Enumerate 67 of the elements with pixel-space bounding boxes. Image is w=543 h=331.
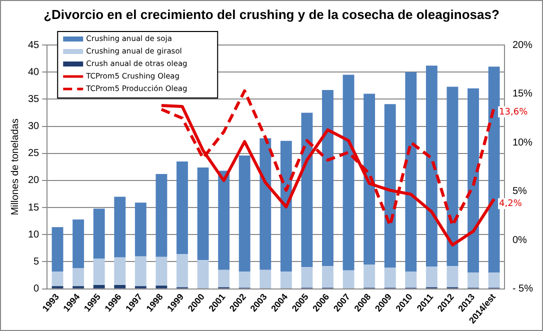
bar [280, 272, 292, 288]
bar [364, 264, 376, 288]
bar [322, 90, 334, 266]
bar [488, 66, 500, 273]
bar [322, 266, 334, 288]
data-label: 4,2% [499, 198, 522, 209]
y-tick-label: 0 [34, 284, 40, 295]
bar [238, 156, 250, 272]
bar [156, 174, 168, 257]
y-tick-label: 15 [28, 202, 40, 214]
bar [488, 272, 500, 288]
bar [93, 208, 105, 258]
y2-tick-label: 0% [512, 234, 527, 246]
y-tick-label: 35 [28, 94, 40, 105]
y-tick-label: 30 [28, 121, 40, 132]
bar [218, 170, 230, 270]
y2-tick-label: 5% [512, 186, 527, 198]
bar [426, 66, 438, 267]
data-label: 13,6% [499, 107, 528, 118]
y2-tick-label: - 5% [512, 284, 534, 295]
bar [260, 138, 272, 270]
bar [197, 260, 209, 288]
y-tick-label: 45 [28, 40, 40, 51]
bar [156, 286, 168, 288]
bar [218, 270, 230, 288]
bar [384, 268, 396, 288]
bar [446, 86, 458, 266]
bar [134, 256, 146, 286]
bar [52, 227, 64, 272]
y-tick-label: 40 [28, 66, 40, 78]
bar [426, 266, 438, 288]
bar [156, 256, 168, 286]
bar [280, 140, 292, 272]
y-tick-label: 10 [28, 229, 40, 240]
y-tick-label: 5 [34, 256, 40, 268]
bar [405, 272, 417, 288]
bar [93, 285, 105, 288]
bar [114, 257, 126, 286]
bar [364, 94, 376, 264]
bar [301, 267, 313, 288]
bar [342, 74, 354, 270]
y2-tick-label: 10% [512, 137, 533, 148]
bar [342, 270, 354, 288]
y-tick-label: 25 [28, 148, 40, 160]
bar [114, 196, 126, 258]
bar [301, 112, 313, 268]
bar [468, 272, 479, 288]
bar [72, 219, 84, 268]
bar [72, 268, 84, 286]
bar [446, 266, 458, 288]
bar [93, 258, 105, 286]
y2-tick-label: 15% [512, 88, 533, 100]
bar [468, 88, 479, 273]
bar [384, 104, 396, 268]
bar [52, 272, 64, 286]
bar [176, 162, 188, 254]
chart-title: ¿Divorcio en el crecimiento del crushing y de la cosecha de oleaginosas? [44, 7, 500, 22]
bar [238, 272, 250, 288]
bar [114, 285, 126, 288]
bar [197, 167, 209, 260]
bar [134, 202, 146, 256]
y2-tick-label: 20% [512, 40, 533, 51]
bar [405, 72, 417, 272]
y-tick-label: 20 [28, 175, 40, 186]
y-axis-title: Millones de toneladas [10, 118, 21, 216]
bar [260, 270, 272, 288]
bar [176, 254, 188, 288]
